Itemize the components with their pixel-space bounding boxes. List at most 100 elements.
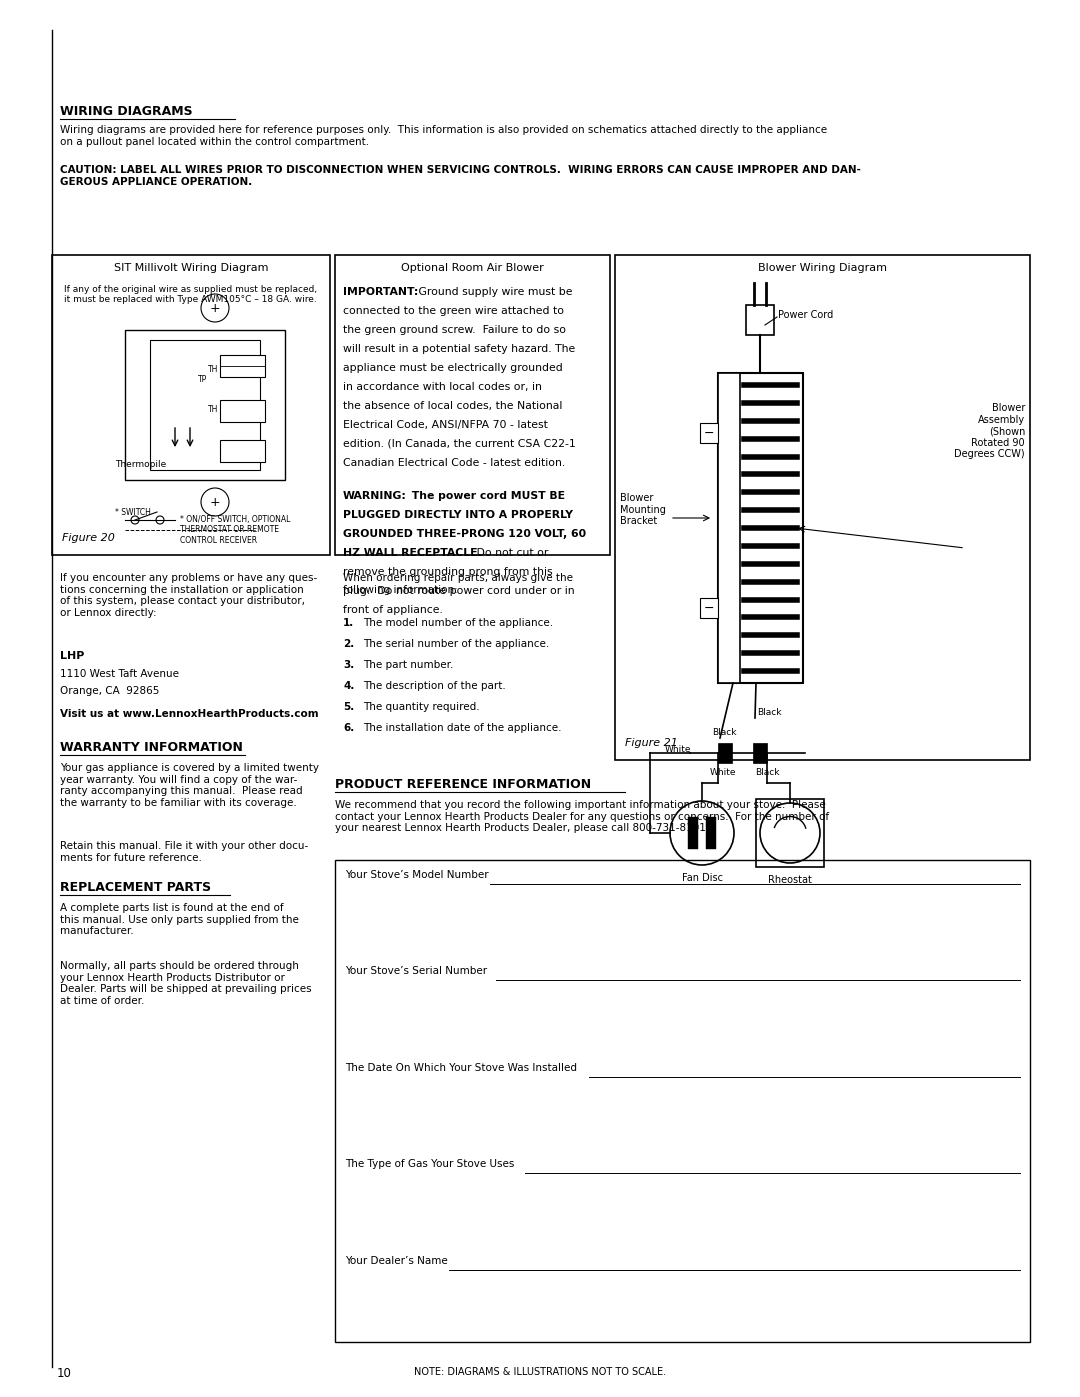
Bar bbox=[335, 861, 1030, 1343]
Text: Black: Black bbox=[712, 728, 737, 738]
Bar bbox=[52, 256, 330, 555]
Circle shape bbox=[201, 293, 229, 321]
Bar bbox=[688, 817, 698, 849]
Text: TP: TP bbox=[199, 374, 207, 384]
Text: The model number of the appliance.: The model number of the appliance. bbox=[363, 617, 553, 629]
Text: TH: TH bbox=[207, 405, 218, 414]
Text: edition. (In Canada, the current CSA C22-1: edition. (In Canada, the current CSA C22… bbox=[343, 439, 576, 448]
Text: Your Dealer’s Name: Your Dealer’s Name bbox=[345, 1256, 448, 1266]
Bar bbox=[746, 305, 774, 335]
Text: SIT Millivolt Wiring Diagram: SIT Millivolt Wiring Diagram bbox=[113, 263, 268, 272]
Text: Power Cord: Power Cord bbox=[778, 310, 834, 320]
Bar bbox=[220, 400, 265, 422]
Bar bbox=[756, 799, 824, 868]
Circle shape bbox=[760, 803, 820, 863]
Text: +: + bbox=[210, 302, 220, 314]
Text: 5.: 5. bbox=[343, 703, 354, 712]
Text: plug.  Do not route power cord under or in: plug. Do not route power cord under or i… bbox=[343, 585, 575, 597]
Text: +: + bbox=[210, 496, 220, 509]
Bar bbox=[753, 743, 767, 763]
Text: The serial number of the appliance.: The serial number of the appliance. bbox=[363, 638, 550, 650]
Text: connected to the green wire attached to: connected to the green wire attached to bbox=[343, 306, 564, 316]
Text: the green ground screw.  Failure to do so: the green ground screw. Failure to do so bbox=[343, 326, 566, 335]
Text: A complete parts list is found at the end of
this manual. Use only parts supplie: A complete parts list is found at the en… bbox=[60, 902, 299, 936]
Text: IMPORTANT:: IMPORTANT: bbox=[343, 286, 418, 298]
Text: Blower
Assembly
(Shown
Rotated 90
Degrees CCW): Blower Assembly (Shown Rotated 90 Degree… bbox=[955, 402, 1025, 460]
Text: Your Stove’s Model Number: Your Stove’s Model Number bbox=[345, 870, 488, 880]
Text: PRODUCT REFERENCE INFORMATION: PRODUCT REFERENCE INFORMATION bbox=[335, 778, 591, 791]
Circle shape bbox=[201, 488, 229, 515]
Text: We recommend that you record the following important information about your stov: We recommend that you record the followi… bbox=[335, 800, 829, 833]
Bar bbox=[335, 256, 610, 555]
Text: front of appliance.: front of appliance. bbox=[343, 605, 443, 615]
Text: Ground supply wire must be: Ground supply wire must be bbox=[415, 286, 572, 298]
Bar bbox=[150, 339, 260, 469]
Text: Electrical Code, ANSI/NFPA 70 - latest: Electrical Code, ANSI/NFPA 70 - latest bbox=[343, 420, 548, 430]
Text: will result in a potential safety hazard. The: will result in a potential safety hazard… bbox=[343, 344, 576, 353]
Text: CAUTION: LABEL ALL WIRES PRIOR TO DISCONNECTION WHEN SERVICING CONTROLS.  WIRING: CAUTION: LABEL ALL WIRES PRIOR TO DISCON… bbox=[60, 165, 861, 187]
Text: −: − bbox=[704, 602, 714, 615]
Bar bbox=[718, 373, 740, 683]
Text: White: White bbox=[665, 745, 691, 754]
Text: Black: Black bbox=[757, 708, 782, 717]
Text: 10: 10 bbox=[57, 1368, 72, 1380]
Text: HZ WALL RECEPTACLE.: HZ WALL RECEPTACLE. bbox=[343, 548, 482, 557]
Text: Visit us at www.LennoxHearthProducts.com: Visit us at www.LennoxHearthProducts.com bbox=[60, 710, 319, 719]
Circle shape bbox=[131, 515, 139, 524]
Text: −: − bbox=[704, 426, 714, 440]
Text: WARRANTY INFORMATION: WARRANTY INFORMATION bbox=[60, 740, 243, 754]
Text: When ordering repair parts, always give the
following information:: When ordering repair parts, always give … bbox=[343, 573, 573, 595]
Bar bbox=[700, 598, 718, 617]
Text: Blower Wiring Diagram: Blower Wiring Diagram bbox=[758, 263, 887, 272]
Text: * SWITCH: * SWITCH bbox=[114, 509, 151, 517]
Text: WARNING:: WARNING: bbox=[343, 490, 407, 502]
Text: Optional Room Air Blower: Optional Room Air Blower bbox=[401, 263, 544, 272]
Text: Fan Disc: Fan Disc bbox=[681, 873, 723, 883]
Text: remove the grounding prong from this: remove the grounding prong from this bbox=[343, 567, 553, 577]
Text: Figure 20: Figure 20 bbox=[62, 534, 114, 543]
Text: Figure 21: Figure 21 bbox=[625, 738, 678, 747]
Bar bbox=[615, 256, 1030, 760]
Text: Blower
Mounting
Bracket: Blower Mounting Bracket bbox=[620, 493, 666, 527]
Text: The description of the part.: The description of the part. bbox=[363, 680, 505, 692]
Text: PLUGGED DIRECTLY INTO A PROPERLY: PLUGGED DIRECTLY INTO A PROPERLY bbox=[343, 510, 573, 520]
Text: White: White bbox=[710, 768, 737, 777]
Text: The Type of Gas Your Stove Uses: The Type of Gas Your Stove Uses bbox=[345, 1160, 514, 1169]
Text: Normally, all parts should be ordered through
your Lennox Hearth Products Distri: Normally, all parts should be ordered th… bbox=[60, 961, 312, 1006]
Text: If any of the original wire as supplied must be replaced,
it must be replaced wi: If any of the original wire as supplied … bbox=[64, 285, 318, 305]
Text: 1110 West Taft Avenue: 1110 West Taft Avenue bbox=[60, 669, 179, 679]
Bar bbox=[718, 373, 804, 683]
Text: The installation date of the appliance.: The installation date of the appliance. bbox=[363, 724, 562, 733]
Text: Orange, CA  92865: Orange, CA 92865 bbox=[60, 686, 160, 696]
Text: TH: TH bbox=[207, 365, 218, 374]
Bar bbox=[706, 817, 716, 849]
Text: REPLACEMENT PARTS: REPLACEMENT PARTS bbox=[60, 882, 211, 894]
Text: the absence of local codes, the National: the absence of local codes, the National bbox=[343, 401, 563, 411]
Text: Thermopile: Thermopile bbox=[114, 460, 166, 469]
Bar bbox=[700, 423, 718, 443]
Text: Retain this manual. File it with your other docu-
ments for future reference.: Retain this manual. File it with your ot… bbox=[60, 841, 308, 862]
Circle shape bbox=[156, 515, 164, 524]
Bar bbox=[220, 440, 265, 462]
Bar bbox=[220, 355, 265, 377]
Text: Canadian Electrical Code - latest edition.: Canadian Electrical Code - latest editio… bbox=[343, 458, 565, 468]
Circle shape bbox=[670, 800, 734, 865]
Bar bbox=[718, 743, 732, 763]
Text: Your gas appliance is covered by a limited twenty
year warranty. You will find a: Your gas appliance is covered by a limit… bbox=[60, 763, 319, 807]
Text: appliance must be electrically grounded: appliance must be electrically grounded bbox=[343, 363, 563, 373]
Text: 2.: 2. bbox=[343, 638, 354, 650]
Text: * ON/OFF SWITCH, OPTIONAL
THERMOSTAT OR REMOTE
CONTROL RECEIVER: * ON/OFF SWITCH, OPTIONAL THERMOSTAT OR … bbox=[180, 515, 291, 545]
Text: The part number.: The part number. bbox=[363, 659, 454, 671]
Text: The power cord MUST BE: The power cord MUST BE bbox=[408, 490, 565, 502]
Text: Wiring diagrams are provided here for reference purposes only.  This information: Wiring diagrams are provided here for re… bbox=[60, 124, 827, 147]
Text: GROUNDED THREE-PRONG 120 VOLT, 60: GROUNDED THREE-PRONG 120 VOLT, 60 bbox=[343, 529, 586, 539]
Text: The quantity required.: The quantity required. bbox=[363, 703, 480, 712]
Text: Your Stove’s Serial Number: Your Stove’s Serial Number bbox=[345, 967, 487, 977]
Text: The Date On Which Your Stove Was Installed: The Date On Which Your Stove Was Install… bbox=[345, 1063, 577, 1073]
Text: 6.: 6. bbox=[343, 724, 354, 733]
Text: 3.: 3. bbox=[343, 659, 354, 671]
Text: WIRING DIAGRAMS: WIRING DIAGRAMS bbox=[60, 105, 192, 117]
Text: 1.: 1. bbox=[343, 617, 354, 629]
Text: If you encounter any problems or have any ques-
tions concerning the installatio: If you encounter any problems or have an… bbox=[60, 573, 318, 617]
Text: Black: Black bbox=[755, 768, 780, 777]
